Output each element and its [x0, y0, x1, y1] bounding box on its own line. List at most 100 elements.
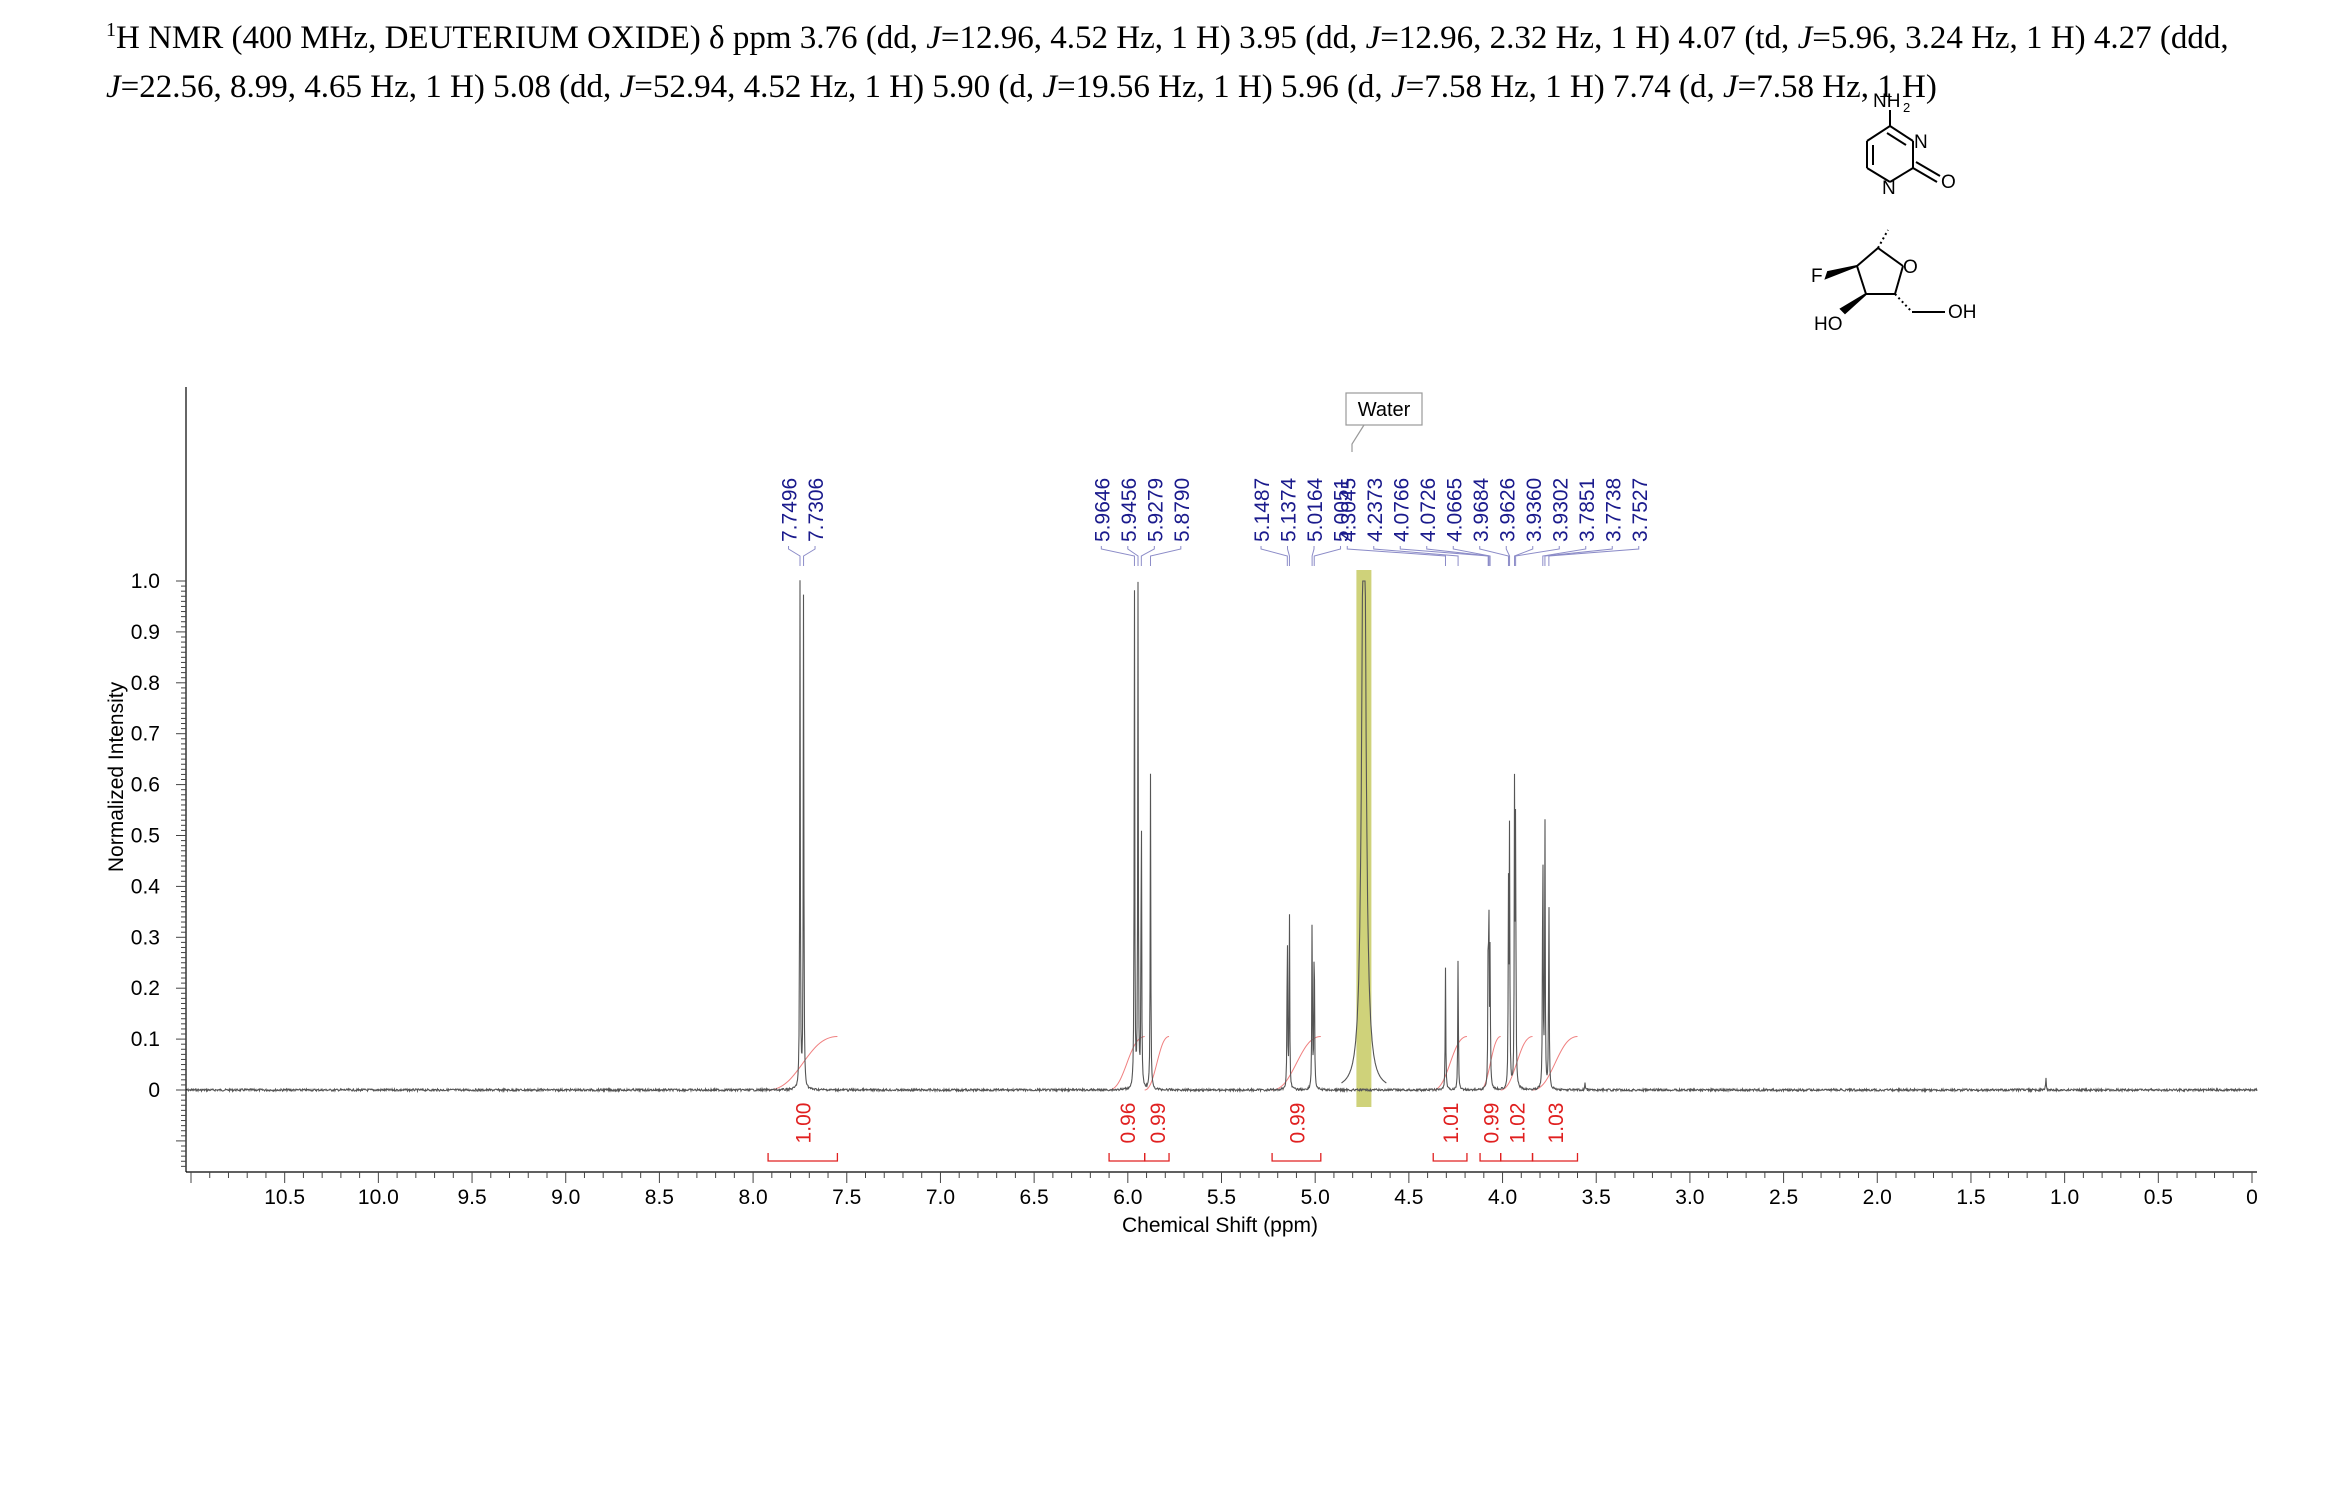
peak-label: 4.3045: [1337, 478, 1360, 542]
peak-label: 3.9302: [1549, 478, 1572, 542]
x-tick-label: 10.0: [358, 1186, 399, 1209]
x-tick-label: 5.5: [1207, 1186, 1236, 1209]
y-tick-label: 0.9: [131, 621, 160, 644]
y-tick-label: 0.1: [131, 1028, 160, 1051]
x-axis-label: Chemical Shift (ppm): [1122, 1214, 1318, 1237]
integral-curve: [1433, 1036, 1468, 1091]
integral-value: 0.99: [1480, 1103, 1503, 1144]
x-tick-label: 5.0: [1301, 1186, 1330, 1209]
ring-bond: [1866, 125, 1891, 142]
peak-label: 4.2373: [1364, 478, 1387, 542]
label-o-ring: O: [1903, 257, 1918, 278]
water-peak-trace: [1341, 580, 1387, 1084]
x-tick-label: 9.0: [551, 1186, 580, 1209]
x-tick-label: 3.0: [1675, 1186, 1704, 1209]
label-f: F: [1811, 266, 1823, 287]
coupling-symbol: J: [619, 69, 635, 105]
header-fragment: =52.94, 4.52 Hz, 1 H) 5.90 (d,: [634, 69, 1043, 105]
header-fragment: =22.56, 8.99, 4.65 Hz, 1 H) 5.08 (dd,: [120, 69, 620, 105]
header-fragment: =12.96, 4.52 Hz, 1 H) 3.95 (dd,: [940, 20, 1366, 56]
peak-label: 3.7738: [1602, 478, 1625, 542]
peak-leader-line: [788, 546, 801, 566]
peak-leader-line: [1313, 546, 1342, 566]
peak-leader-line: [1287, 546, 1290, 566]
peak-leader-line: [1346, 546, 1446, 566]
peak-label: 5.0051: [1331, 478, 1354, 542]
y-tick-label: 0: [148, 1079, 160, 1102]
x-tick-label: 7.5: [832, 1186, 861, 1209]
peak-leader-line: [1548, 546, 1640, 566]
sugar-bond: [1894, 265, 1904, 295]
integral-curve: [1144, 1036, 1170, 1091]
header-fragment: δ: [709, 20, 725, 56]
wedge-bond: [1839, 293, 1867, 315]
spectrum: [184, 580, 2258, 1094]
integral-value: 1.01: [1440, 1103, 1463, 1144]
integral-bracket: [1432, 1153, 1468, 1162]
integral-bracket: [1531, 1153, 1579, 1162]
peak-leader-line: [1426, 546, 1490, 566]
label-oh: OH: [1948, 302, 1977, 323]
integral-bracket: [1144, 1153, 1170, 1162]
x-tick-label: 10.5: [264, 1186, 305, 1209]
peak-label: 5.9279: [1144, 478, 1167, 542]
peak-label: 4.0665: [1443, 478, 1466, 542]
integral-bracket: [1108, 1153, 1146, 1162]
integral-curve: [768, 1036, 838, 1091]
peak-label: 3.7527: [1629, 478, 1652, 542]
x-tick-label: 8.0: [738, 1186, 767, 1209]
peak-leader-line: [1100, 546, 1135, 566]
peak-label: 5.9456: [1118, 478, 1141, 542]
x-axis-ticks: 10.5 10.0 9.5 9.0 8.5 8.0 7.5 7.0 6.5 6.0 5.5 5.0 4.…: [264, 1186, 2258, 1209]
peak-label: 4.0766: [1390, 478, 1413, 542]
x-tick-label: 4.5: [1394, 1186, 1423, 1209]
peak-label: 5.1374: [1278, 477, 1301, 542]
peak-label: 5.9646: [1091, 478, 1114, 542]
peak-labels: 7.7496 7.7306 5.9646 5.9456 5.9279 5.8790 5.14…: [779, 477, 1652, 566]
peak-label: 3.9360: [1523, 478, 1546, 542]
header-text: H NMR (400 MHz, DEUTERIUM OXIDE) δ ppm 3…: [106, 20, 2229, 105]
peak-leader-line: [1514, 546, 1534, 566]
integral-value: 0.96: [1117, 1103, 1140, 1144]
wedge-bond: [1824, 265, 1858, 280]
hash-bond: [1894, 293, 1913, 313]
x-tick-label: 7.0: [926, 1186, 955, 1209]
peak-leader-line: [1544, 546, 1613, 566]
water-band: [1356, 570, 1372, 1107]
y-axis-label: Normalized Intensity: [105, 681, 128, 872]
y-tick-label: 1.0: [131, 570, 160, 593]
peak-label: 4.0726: [1417, 478, 1440, 542]
peak-leader-line: [1479, 546, 1509, 566]
peak-leader-line: [1311, 546, 1315, 566]
integral-value: 1.03: [1545, 1103, 1568, 1144]
x-tick-label: 9.5: [457, 1186, 486, 1209]
integral-curve: [1532, 1036, 1578, 1091]
label-o2: O: [1941, 172, 1956, 193]
coupling-symbol: J: [1042, 69, 1058, 105]
ring-bond: [1889, 125, 1914, 142]
coupling-symbol: J: [106, 69, 121, 105]
x-tick-label: 0.5: [2144, 1186, 2173, 1209]
y-tick-label: 0.5: [131, 825, 160, 848]
x-tick-label: 8.5: [645, 1186, 674, 1209]
coupling-symbol: J: [1797, 20, 1813, 56]
peak-leader-line: [1452, 546, 1491, 566]
peak-leader-line: [1149, 546, 1182, 566]
x-tick-label: 2.5: [1769, 1186, 1798, 1209]
label-n3: N: [1914, 132, 1928, 153]
peak-leader-line: [1260, 546, 1288, 566]
ring-bond: [1889, 167, 1914, 183]
x-tick-label: 0: [2246, 1186, 2258, 1209]
integrals: 1.00 0.96 0.99 0.99 1.01 0.99 1.02 1.03: [767, 1036, 1579, 1162]
x-tick-label: 2.0: [1863, 1186, 1892, 1209]
y-tick-label: 0.6: [131, 774, 160, 797]
peak-label: 7.7306: [805, 478, 828, 542]
ring-double-bond: [1886, 132, 1907, 146]
integral-value: 1.00: [793, 1103, 816, 1144]
header-fragment: =7.58 Hz, 1 H): [1737, 69, 1937, 105]
integral-bracket: [1500, 1153, 1534, 1162]
ring-bond: [1866, 167, 1891, 183]
integral-value: 0.99: [1286, 1103, 1309, 1144]
carbonyl-bond: [1912, 167, 1938, 183]
